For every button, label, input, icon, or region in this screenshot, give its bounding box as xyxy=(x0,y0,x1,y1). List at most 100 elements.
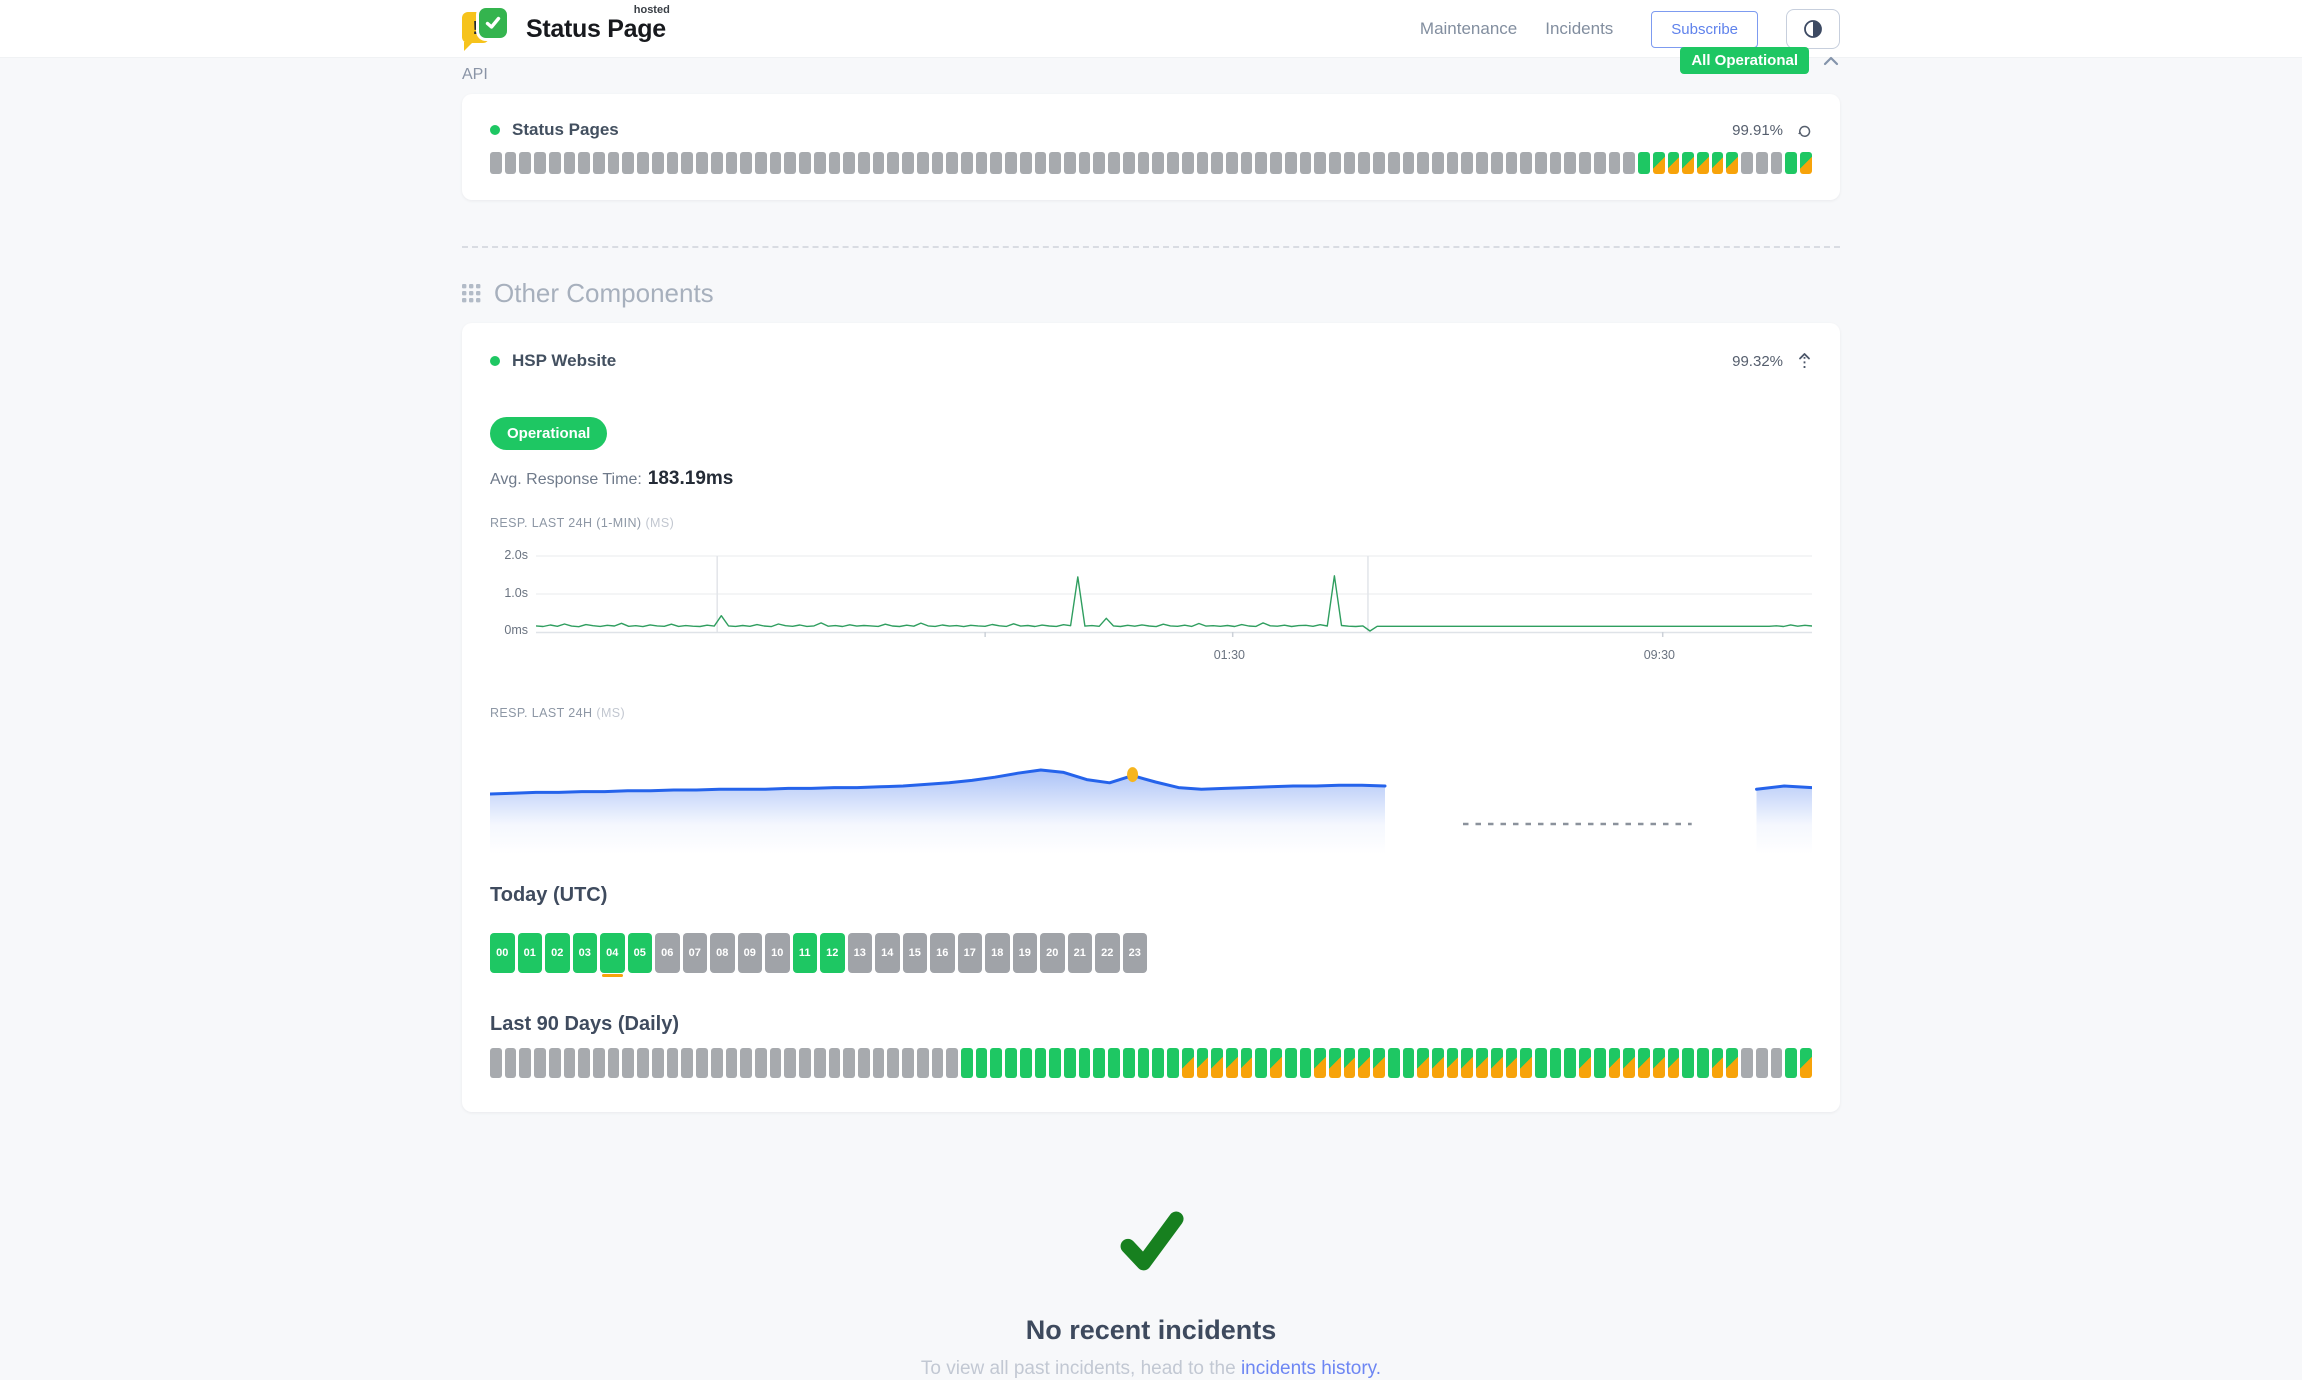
hour-cell-06[interactable]: 06 xyxy=(655,933,680,973)
uptime-bar-up[interactable] xyxy=(1284,1048,1297,1078)
uptime-bar-empty[interactable] xyxy=(696,152,708,174)
uptime-bar-empty[interactable] xyxy=(666,152,679,174)
uptime-bar-empty[interactable] xyxy=(769,1048,782,1078)
uptime-bar-empty[interactable] xyxy=(1064,152,1076,174)
uptime-bar-degraded[interactable] xyxy=(1652,1048,1665,1078)
uptime-bar-up[interactable] xyxy=(1064,1048,1076,1078)
uptime-bar-empty[interactable] xyxy=(828,152,841,174)
uptime-bar-empty[interactable] xyxy=(1579,152,1591,174)
uptime-bar-degraded[interactable] xyxy=(1373,1048,1385,1078)
uptime-bar-up[interactable] xyxy=(1122,1048,1135,1078)
uptime-bar-empty[interactable] xyxy=(504,152,517,174)
uptime-bar-empty[interactable] xyxy=(1549,152,1562,174)
uptime-bar-empty[interactable] xyxy=(828,1048,841,1078)
refresh-icon[interactable] xyxy=(1797,123,1812,138)
hour-cell-16[interactable]: 16 xyxy=(930,933,955,973)
uptime-bar-empty[interactable] xyxy=(534,1048,546,1078)
uptime-bar-degraded[interactable] xyxy=(1579,1048,1591,1078)
uptime-bar-empty[interactable] xyxy=(1505,152,1518,174)
uptime-bar-up[interactable] xyxy=(1785,1048,1797,1078)
uptime-bar-up[interactable] xyxy=(1785,152,1797,174)
uptime-bar-empty[interactable] xyxy=(548,152,561,174)
uptime-bar-up[interactable] xyxy=(1402,1048,1415,1078)
uptime-bar-up[interactable] xyxy=(1255,1048,1268,1078)
uptime-bar-degraded[interactable] xyxy=(1417,1048,1429,1078)
hour-cell-23[interactable]: 23 xyxy=(1122,933,1147,973)
uptime-bar-empty[interactable] xyxy=(1167,152,1179,174)
uptime-bar-empty[interactable] xyxy=(1211,152,1223,174)
uptime-bar-up[interactable] xyxy=(1638,152,1650,174)
uptime-bar-degraded[interactable] xyxy=(1446,1048,1459,1078)
uptime-bar-empty[interactable] xyxy=(534,152,546,174)
uptime-bar-empty[interactable] xyxy=(754,1048,767,1078)
uptime-bar-empty[interactable] xyxy=(637,1048,649,1078)
uptime-bar-degraded[interactable] xyxy=(1211,1048,1223,1078)
uptime-bar-degraded[interactable] xyxy=(1490,1048,1503,1078)
uptime-bar-empty[interactable] xyxy=(857,152,870,174)
uptime-bar-up[interactable] xyxy=(1682,1048,1694,1078)
uptime-bar-empty[interactable] xyxy=(916,152,929,174)
uptime-bar-empty[interactable] xyxy=(1402,152,1415,174)
uptime-bar-empty[interactable] xyxy=(1755,152,1768,174)
uptime-bar-up[interactable] xyxy=(1108,1048,1120,1078)
uptime-bar-empty[interactable] xyxy=(696,1048,708,1078)
uptime-bar-up[interactable] xyxy=(1167,1048,1179,1078)
uptime-bar-up[interactable] xyxy=(1049,1048,1062,1078)
uptime-bar-empty[interactable] xyxy=(843,152,855,174)
hour-cell-11[interactable]: 11 xyxy=(792,933,817,973)
incidents-history-link[interactable]: incidents history. xyxy=(1240,1358,1382,1379)
uptime-bar-up[interactable] xyxy=(1019,1048,1032,1078)
uptime-bar-empty[interactable] xyxy=(622,152,635,174)
uptime-bar-empty[interactable] xyxy=(916,1048,929,1078)
uptime-bar-empty[interactable] xyxy=(872,1048,885,1078)
uptime-bar-empty[interactable] xyxy=(563,152,576,174)
uptime-bar-empty[interactable] xyxy=(1476,152,1488,174)
uptime-bar-empty[interactable] xyxy=(1741,152,1753,174)
uptime-bar-empty[interactable] xyxy=(504,1048,517,1078)
uptime-bar-empty[interactable] xyxy=(519,152,532,174)
uptime-bar-empty[interactable] xyxy=(681,1048,694,1078)
uptime-bar-degraded[interactable] xyxy=(1461,1048,1474,1078)
uptime-bar-empty[interactable] xyxy=(1770,152,1783,174)
uptime-bar-degraded[interactable] xyxy=(1608,1048,1621,1078)
uptime-bar-degraded[interactable] xyxy=(1196,1048,1209,1078)
uptime-bar-empty[interactable] xyxy=(710,1048,723,1078)
uptime-bar-empty[interactable] xyxy=(607,1048,620,1078)
uptime-bar-degraded[interactable] xyxy=(1328,1048,1341,1078)
uptime-bar-empty[interactable] xyxy=(1137,152,1150,174)
uptime-bar-empty[interactable] xyxy=(1181,152,1194,174)
hour-cell-20[interactable]: 20 xyxy=(1040,933,1065,973)
uptime-bar-empty[interactable] xyxy=(1770,1048,1783,1078)
uptime-bar-degraded[interactable] xyxy=(1623,1048,1636,1078)
hour-cell-15[interactable]: 15 xyxy=(902,933,927,973)
uptime-bar-empty[interactable] xyxy=(563,1048,576,1078)
uptime-bar-empty[interactable] xyxy=(961,152,973,174)
uptime-bar-degraded[interactable] xyxy=(1225,1048,1238,1078)
uptime-bar-empty[interactable] xyxy=(1284,152,1297,174)
uptime-bar-empty[interactable] xyxy=(902,1048,914,1078)
uptime-bar-empty[interactable] xyxy=(548,1048,561,1078)
uptime-bar-empty[interactable] xyxy=(651,1048,664,1078)
uptime-bar-empty[interactable] xyxy=(1328,152,1341,174)
hour-cell-07[interactable]: 07 xyxy=(682,933,707,973)
uptime-bar-empty[interactable] xyxy=(1240,152,1253,174)
uptime-bar-empty[interactable] xyxy=(1093,152,1106,174)
uptime-bar-empty[interactable] xyxy=(1432,152,1444,174)
uptime-bar-degraded[interactable] xyxy=(1799,1048,1812,1078)
uptime-bar-degraded[interactable] xyxy=(1240,1048,1253,1078)
uptime-bar-empty[interactable] xyxy=(799,1048,811,1078)
hour-cell-08[interactable]: 08 xyxy=(710,933,735,973)
uptime-bar-empty[interactable] xyxy=(990,152,1003,174)
subscribe-button[interactable]: Subscribe xyxy=(1651,10,1758,48)
hour-cell-03[interactable]: 03 xyxy=(572,933,597,973)
uptime-bar-degraded[interactable] xyxy=(1711,152,1724,174)
uptime-bar-empty[interactable] xyxy=(931,152,944,174)
uptime-bar-empty[interactable] xyxy=(490,152,502,174)
uptime-bar-empty[interactable] xyxy=(872,152,885,174)
uptime-bar-empty[interactable] xyxy=(1225,152,1238,174)
uptime-bar-up[interactable] xyxy=(1299,1048,1312,1078)
uptime-bar-empty[interactable] xyxy=(1049,152,1062,174)
uptime-bar-empty[interactable] xyxy=(1535,152,1547,174)
uptime-bar-empty[interactable] xyxy=(1019,152,1032,174)
response-time-line-chart[interactable]: 2.0s 1.0s 0ms 01:30 09:30 xyxy=(504,548,1813,672)
